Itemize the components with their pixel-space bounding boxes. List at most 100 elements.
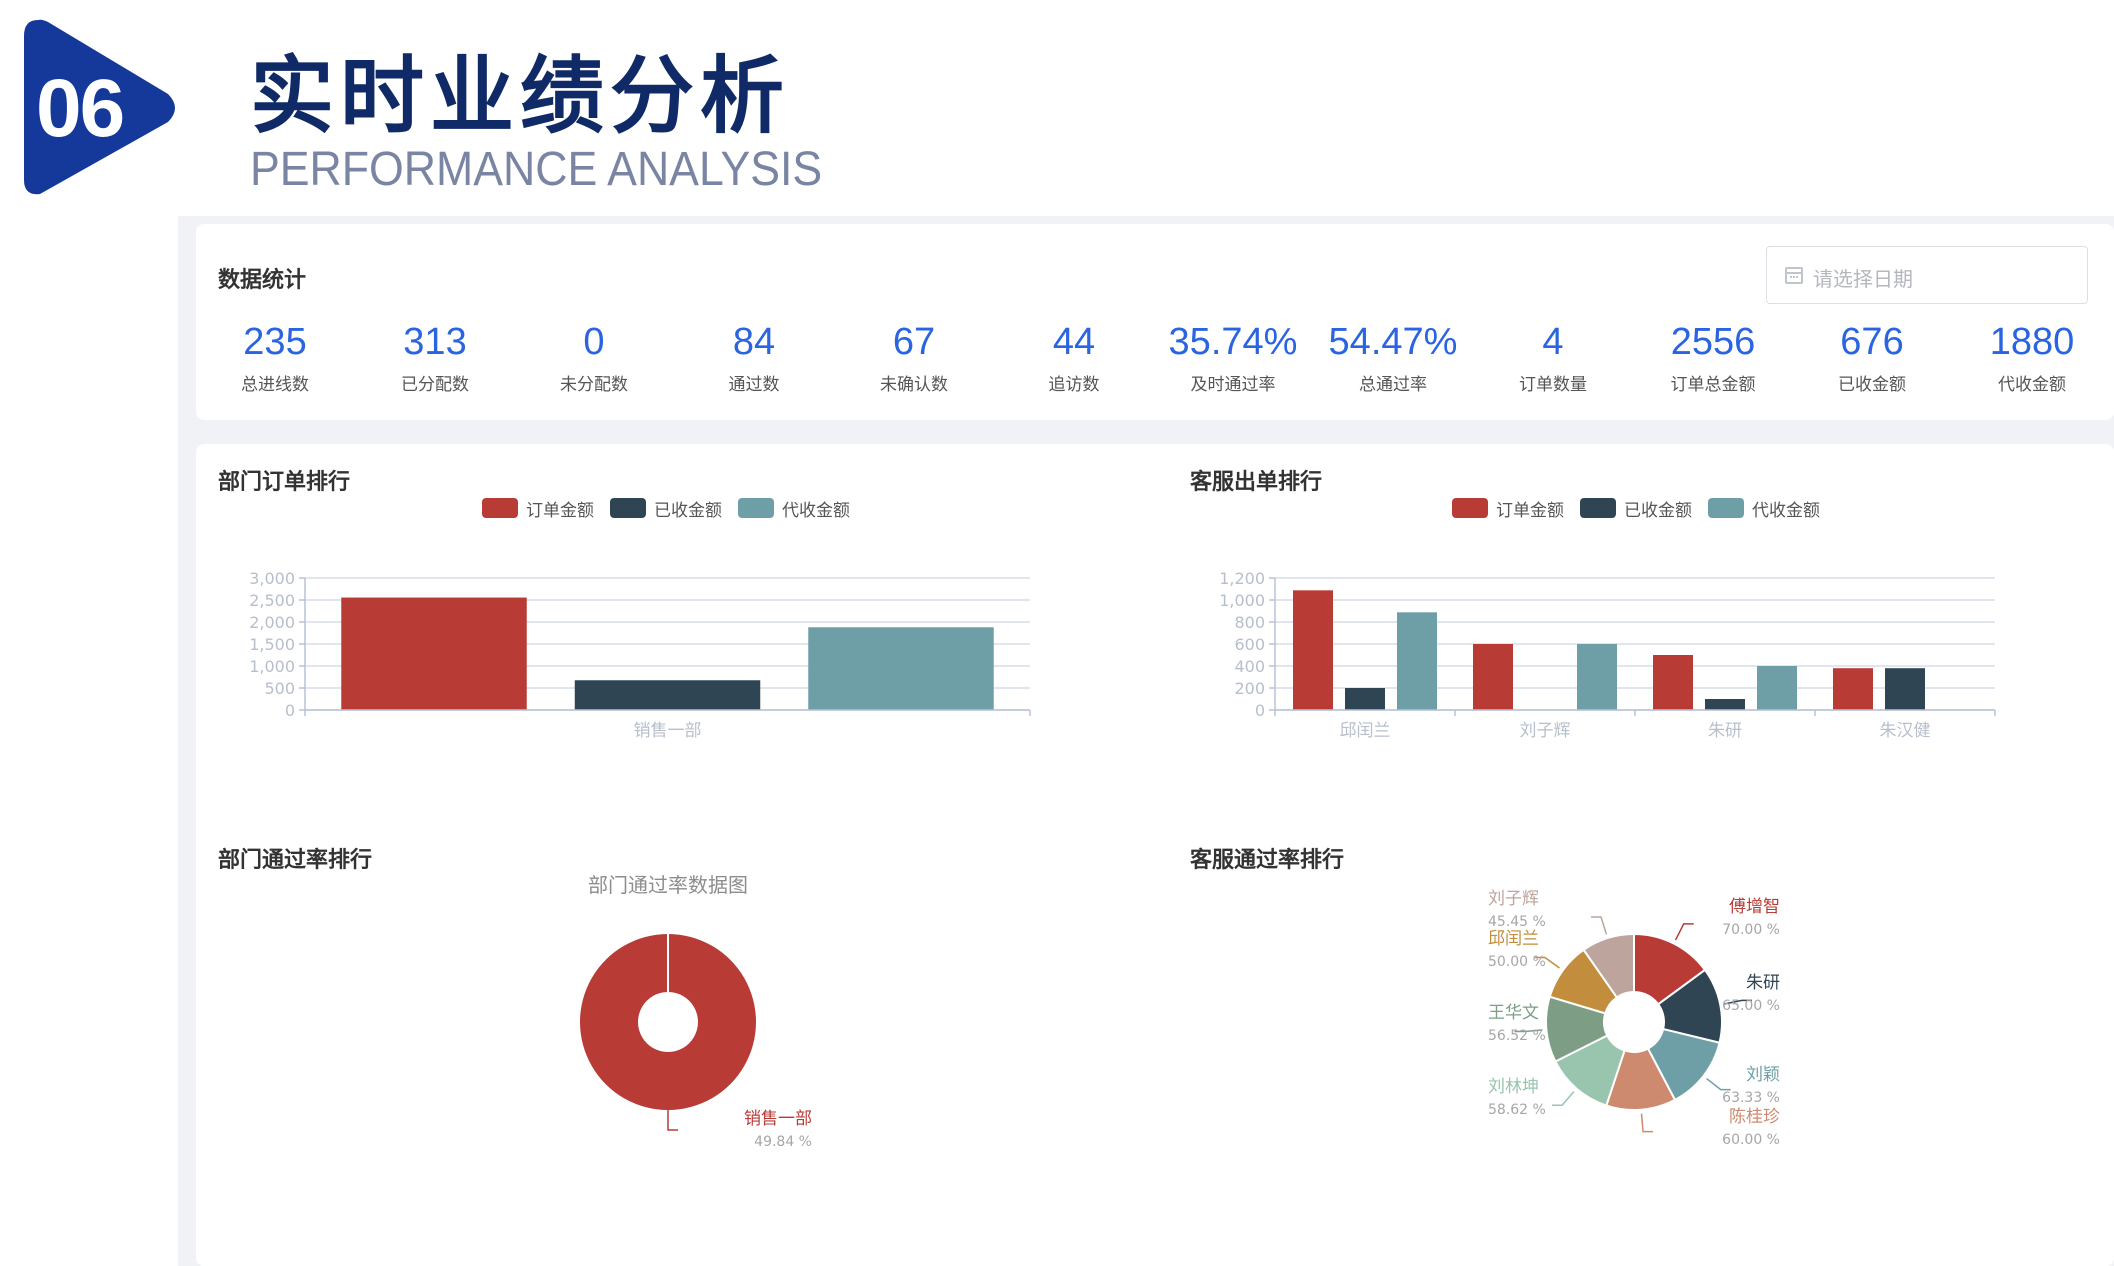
stat-value: 1880 — [1989, 321, 2075, 363]
slice-label: 傅增智 — [1729, 897, 1780, 917]
bar[interactable] — [1473, 644, 1513, 710]
slice-value-label: 70.00 % — [1722, 922, 1780, 938]
slice-leader-line — [1552, 1091, 1575, 1106]
bar[interactable] — [1833, 668, 1873, 710]
stat-item: 313 已分配数 — [355, 318, 515, 395]
cs-orders-legend[interactable]: 订单金额 已收金额 代收金额 — [1452, 496, 1836, 521]
slice-value-label: 65.00 % — [1722, 998, 1780, 1014]
donut-slice[interactable] — [1582, 932, 1635, 999]
badge-number: 06 — [36, 63, 125, 154]
bar[interactable] — [1577, 644, 1617, 710]
legend-swatch — [1580, 498, 1616, 518]
stat-value: 44 — [1052, 321, 1096, 363]
stat-item: 54.47% 总通过率 — [1313, 318, 1473, 395]
slice-leader-line — [667, 1108, 678, 1131]
legend-item-order-amount[interactable]: 订单金额 — [482, 496, 594, 521]
y-tick-label: 1,200 — [1219, 569, 1265, 588]
y-tick-label: 1,000 — [249, 657, 295, 676]
stat-item: 67 未确认数 — [834, 318, 994, 395]
slice-label: 陈桂珍 — [1729, 1107, 1780, 1127]
stat-label: 订单数量 — [1519, 375, 1587, 395]
stat-label: 未分配数 — [560, 375, 628, 395]
bar[interactable] — [1293, 590, 1333, 710]
cs-pass-title: 客服通过率排行 — [1190, 848, 1345, 873]
bar[interactable] — [1757, 666, 1797, 710]
legend-swatch — [1452, 498, 1488, 518]
x-tick-label: 朱研 — [1708, 721, 1742, 741]
legend-swatch — [482, 498, 518, 518]
legend-item-collect-amount[interactable]: 代收金额 — [1708, 496, 1820, 521]
y-tick-label: 1,500 — [249, 635, 295, 654]
dept-orders-legend[interactable]: 订单金额 已收金额 代收金额 — [482, 496, 866, 521]
slice-label: 刘颖 — [1746, 1065, 1780, 1085]
dept-orders-title: 部门订单排行 — [218, 470, 351, 495]
date-picker-input[interactable]: 请选择日期 — [1766, 246, 2088, 304]
calendar-icon — [1785, 267, 1803, 284]
page-subtitle: PERFORMANCE ANALYSIS — [250, 143, 823, 196]
bar[interactable] — [1345, 688, 1385, 710]
y-tick-label: 200 — [1234, 679, 1265, 698]
legend-item-received-amount[interactable]: 已收金额 — [610, 496, 722, 521]
slice-leader-line — [1534, 956, 1560, 969]
stat-label: 已收金额 — [1838, 375, 1906, 395]
stat-value: 0 — [583, 321, 605, 363]
slice-value-label: 58.62 % — [1488, 1102, 1546, 1118]
slice-value-label: 56.52 % — [1488, 1028, 1546, 1044]
x-tick-label: 刘子辉 — [1520, 721, 1571, 741]
legend-item-received-amount[interactable]: 已收金额 — [1580, 496, 1692, 521]
slice-label: 刘子辉 — [1488, 889, 1539, 909]
stats-section-title: 数据统计 — [218, 268, 307, 293]
stat-item: 2556 订单总金额 — [1633, 318, 1793, 395]
bar[interactable] — [1397, 612, 1437, 710]
chart-title: 部门通过率数据图 — [588, 873, 748, 897]
slice-label: 王华文 — [1488, 1003, 1539, 1023]
legend-label: 订单金额 — [526, 500, 594, 521]
legend-label: 订单金额 — [1496, 500, 1564, 521]
bar[interactable] — [1885, 668, 1925, 710]
bar[interactable] — [574, 680, 761, 710]
slice-label: 销售一部 — [744, 1109, 812, 1129]
dept-pass-title: 部门通过率排行 — [218, 848, 373, 873]
stat-item: 44 追访数 — [994, 318, 1154, 395]
section-badge — [24, 19, 175, 195]
stat-label: 已分配数 — [401, 375, 469, 395]
charts-card — [196, 444, 2114, 1266]
y-tick-label: 0 — [285, 701, 295, 720]
slice-label: 邱闰兰 — [1488, 929, 1539, 949]
stat-value: 67 — [892, 321, 936, 363]
legend-swatch — [738, 498, 774, 518]
y-tick-label: 600 — [1234, 635, 1265, 654]
stat-item: 84 通过数 — [674, 318, 834, 395]
y-tick-label: 500 — [264, 679, 295, 698]
stat-item: 35.74% 及时通过率 — [1153, 318, 1313, 395]
bar[interactable] — [1653, 655, 1693, 710]
legend-label: 已收金额 — [1624, 500, 1692, 521]
legend-item-collect-amount[interactable]: 代收金额 — [738, 496, 850, 521]
donut-slice[interactable] — [579, 934, 756, 1110]
stat-item: 676 已收金额 — [1792, 318, 1952, 395]
y-tick-label: 2,000 — [249, 613, 295, 632]
stat-label: 追访数 — [1048, 375, 1100, 395]
x-tick-label: 邱闰兰 — [1340, 721, 1391, 741]
stat-value: 4 — [1542, 321, 1564, 363]
stat-label: 总进线数 — [241, 375, 309, 395]
y-tick-label: 400 — [1234, 657, 1265, 676]
y-tick-label: 0 — [1255, 701, 1265, 720]
slice-value-label: 49.84 % — [754, 1134, 812, 1150]
x-tick-label: 朱汉健 — [1880, 721, 1931, 741]
cs-orders-title: 客服出单排行 — [1190, 470, 1323, 495]
stat-value: 35.74% — [1168, 321, 1298, 363]
slice-leader-line — [1724, 999, 1752, 1005]
bar[interactable] — [1705, 699, 1745, 710]
y-tick-label: 1,000 — [1219, 591, 1265, 610]
stat-label: 总通过率 — [1359, 375, 1427, 395]
stat-label: 通过数 — [728, 375, 780, 395]
slice-label: 刘林坤 — [1488, 1077, 1539, 1097]
legend-item-order-amount[interactable]: 订单金额 — [1452, 496, 1564, 521]
bar[interactable] — [808, 627, 994, 710]
bar[interactable] — [341, 597, 527, 710]
stat-item: 0 未分配数 — [514, 318, 674, 395]
legend-swatch — [610, 498, 646, 518]
stat-value: 235 — [243, 321, 307, 363]
